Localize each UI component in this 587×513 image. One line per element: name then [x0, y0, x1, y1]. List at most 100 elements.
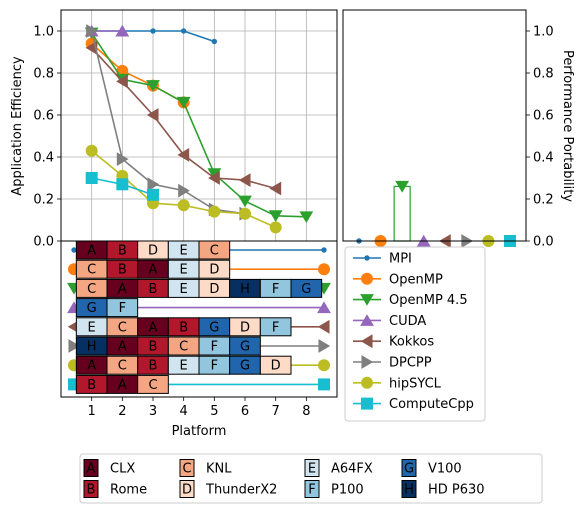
legend-swatch-marker — [360, 294, 374, 306]
data-point — [86, 24, 98, 38]
platform-cell-letter: G — [240, 359, 250, 374]
platform-legend: A CLX B Rome C KNL D ThunderX2 E A64FX F P100 G V100 H… — [79, 453, 543, 504]
data-point — [85, 144, 98, 157]
platform-cell-letter: D — [209, 263, 219, 278]
platform-cell-letter: C — [87, 282, 96, 297]
x-tick-label: 6 — [241, 404, 249, 419]
data-point — [177, 199, 190, 212]
platform-legend-letter: D — [182, 483, 192, 498]
platform-legend-name: A64FX — [331, 462, 373, 477]
legend-entry-label: OpenMP — [389, 272, 443, 287]
y-tick-label: 0.6 — [33, 109, 54, 124]
platform-cell-letter: H — [87, 340, 97, 355]
platform-legend-letter: B — [87, 483, 96, 498]
x-tick-label: 1 — [88, 404, 96, 419]
legend-entry-label: OpenMP 4.5 — [389, 293, 468, 308]
platform-legend-letter: F — [308, 483, 315, 498]
platform-cell — [259, 355, 292, 375]
row-marker-end — [318, 359, 330, 372]
platform-legend-swatch — [304, 480, 320, 498]
x-tick-label: 2 — [118, 404, 126, 419]
y-tick-label: 0.6 — [533, 109, 554, 124]
data-point — [208, 205, 221, 218]
data-point — [208, 171, 220, 185]
portability-panel: 0.0 0.2 0.4 0.6 0.8 1.0 — [342, 9, 554, 250]
platform-cell-letter: E — [180, 244, 188, 259]
platform-cell-letter: G — [87, 301, 97, 316]
platform-legend-swatch — [83, 459, 99, 477]
table-plot-frame — [60, 240, 338, 398]
data-point — [238, 173, 251, 187]
data-point — [269, 221, 282, 234]
platform-legend-name: Rome — [110, 483, 147, 498]
legend-swatch-marker — [361, 272, 373, 285]
platform-cell-letter: E — [88, 320, 96, 335]
legend-swatch-marker — [364, 255, 370, 261]
data-point — [147, 177, 160, 192]
data-point — [180, 28, 187, 34]
row-marker-start — [71, 247, 77, 253]
series-legend-frame — [344, 246, 486, 422]
platform-cell-letter: E — [180, 263, 188, 278]
platform-legend-name: V100 — [428, 462, 462, 477]
y-tick-label: 0.0 — [533, 235, 554, 250]
platform-legend-frame — [79, 453, 543, 504]
row-marker-end — [318, 378, 330, 391]
platform-cell-letter: F — [272, 320, 279, 335]
platform-legend-swatch — [304, 459, 320, 477]
platform-cell-letter: B — [149, 340, 158, 355]
platform-cell-letter: A — [149, 320, 158, 335]
platform-cell-letter: E — [180, 282, 188, 297]
platform-legend-name: P100 — [331, 483, 364, 498]
legend-swatch-marker — [360, 334, 373, 349]
data-point — [116, 74, 128, 89]
platform-cell-letter: B — [118, 244, 127, 259]
row-marker-end — [318, 339, 331, 353]
efficiency-axis-label: Application Efficiency — [10, 56, 25, 196]
legend-entry-label: hipSYCL — [389, 376, 442, 391]
legend-entry-label: MPI — [389, 252, 412, 267]
x-tick-label: 3 — [149, 404, 157, 419]
platform-cell-letter: F — [119, 301, 126, 316]
row-marker-end — [317, 301, 331, 314]
efficiency-panel: 0.0 0.2 0.4 0.6 0.8 1.0 — [33, 9, 338, 250]
legend-entry-label: Kokkos — [389, 335, 434, 350]
platform-cell-letter: D — [240, 320, 250, 335]
platform-cell-letter: D — [271, 359, 281, 374]
legend-swatch-marker — [361, 376, 373, 389]
platform-cell-letter: B — [118, 263, 127, 278]
platform-legend-swatch — [179, 480, 195, 498]
platform-cell-letter: D — [148, 244, 158, 259]
platform-cell — [229, 336, 261, 356]
platform-cell-letter: G — [301, 282, 311, 297]
platform-cell-letter: C — [179, 340, 188, 355]
legend-entry-label: ComputeCpp — [389, 397, 474, 412]
data-point — [177, 148, 190, 162]
platform-legend-swatch — [179, 459, 195, 477]
platform-cell-letter: A — [149, 263, 158, 278]
y-tick-label: 0.4 — [533, 151, 554, 166]
platform-legend-name: KNL — [206, 462, 232, 477]
x-tick-label: 8 — [302, 404, 310, 419]
platform-cell-letter: E — [180, 359, 188, 374]
series-line-dpcpp — [90, 30, 246, 215]
platform-legend-letter: G — [404, 462, 414, 477]
y-tick-label: 0.8 — [33, 67, 54, 82]
platform-cell-letter: F — [211, 340, 218, 355]
platform-cell — [106, 298, 139, 318]
data-point — [299, 211, 314, 224]
x-tick-label: 7 — [272, 404, 280, 419]
platform-cell-letter: A — [87, 244, 96, 259]
data-point — [85, 172, 98, 184]
platform-axis-label: Platform — [172, 424, 227, 439]
legend-swatch-marker — [361, 397, 373, 410]
platform-cell-letter: A — [118, 282, 127, 297]
legend-entry-label: DPCPP — [389, 356, 432, 371]
data-point — [115, 24, 130, 37]
legend-swatch-marker — [360, 314, 374, 326]
data-point — [207, 168, 222, 181]
platform-legend-name: ThunderX2 — [205, 483, 277, 498]
data-point — [146, 80, 160, 92]
legend-entry-label: CUDA — [389, 314, 426, 329]
